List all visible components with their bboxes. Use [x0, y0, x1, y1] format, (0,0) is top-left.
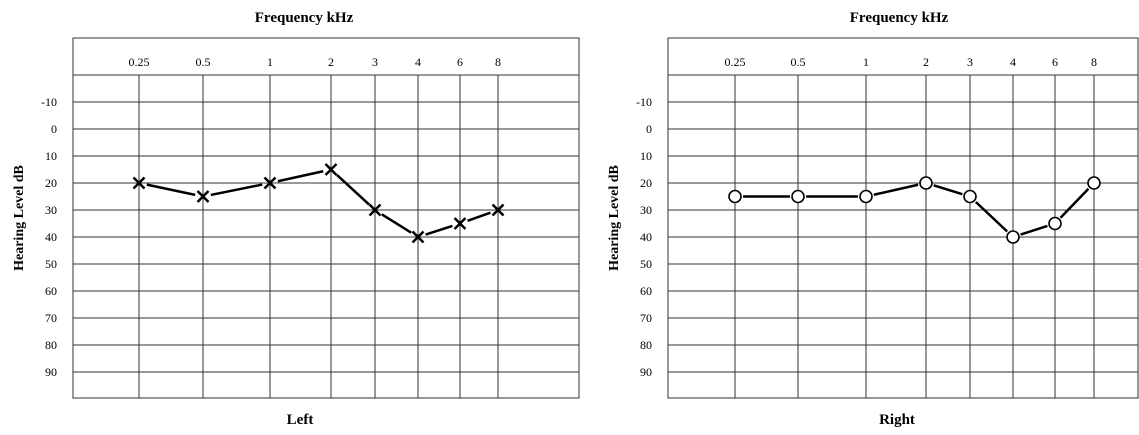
right-data-point-circle	[859, 189, 873, 204]
left-x-tick-label: 2	[328, 55, 334, 69]
left-chart-ylabel: Hearing Level dB	[12, 165, 27, 271]
left-y-tick-label: 60	[45, 284, 57, 298]
right-x-tick-label: 4	[1010, 55, 1016, 69]
right-data-point-circle	[1087, 176, 1101, 190]
left-y-tick-label: 10	[45, 149, 57, 163]
left-audiogram-plot: -10 0 10 20 30 40 50 60 70 80 90 0.25 0.5 1 2 3 4 6 8	[41, 37, 580, 399]
right-y-tick-label: 70	[640, 311, 652, 325]
right-series-segment	[1020, 224, 1048, 236]
right-series-segment	[974, 201, 1009, 233]
left-chart-title: Frequency kHz	[255, 10, 354, 26]
right-chart-xlabel: Right	[879, 412, 915, 428]
right-data-point-circle	[791, 189, 805, 204]
x-marker-stroke	[411, 230, 425, 244]
left-x-tick-label: 0.5	[196, 55, 211, 69]
left-chart-xlabel: Left	[287, 412, 314, 428]
left-data-point-x	[453, 217, 467, 230]
left-data-point-x	[324, 163, 338, 176]
right-series-segment	[873, 183, 919, 196]
x-marker-stroke	[491, 203, 505, 217]
left-x-tick-label: 3	[372, 55, 378, 69]
left-y-tick-label: 70	[45, 311, 57, 325]
right-data-point-circle	[963, 189, 977, 204]
right-x-tick-label: 2	[923, 55, 929, 69]
right-chart-title: Frequency kHz	[850, 10, 949, 26]
right-audiogram-plot: -10 0 10 20 30 40 50 60 70 80 90 0.25 0.5 1 2 3 4 6 8	[636, 37, 1139, 399]
right-data-point-circle	[1048, 216, 1062, 231]
right-y-tick-label: 10	[640, 149, 652, 163]
left-series-segment	[146, 183, 196, 197]
left-y-tick-label: 40	[45, 230, 57, 244]
x-marker-stroke	[263, 176, 277, 190]
left-series-segment	[210, 183, 263, 197]
right-y-tick-label: 90	[640, 365, 652, 379]
x-marker-stroke	[196, 190, 210, 203]
right-y-tick-label: 50	[640, 257, 652, 271]
right-y-tick-label: 80	[640, 338, 652, 352]
right-y-tick-label: -10	[636, 95, 652, 109]
left-series-segment	[381, 213, 412, 234]
left-x-tick-label: 1	[267, 55, 273, 69]
x-marker-stroke	[324, 163, 338, 176]
right-data-point-circle	[919, 176, 933, 190]
left-series-segment	[425, 224, 453, 236]
right-series-segment	[1059, 187, 1090, 219]
left-y-tick-label: 90	[45, 365, 57, 379]
right-data-point-circle	[728, 189, 742, 204]
left-x-tick-label: 0.25	[129, 55, 150, 69]
left-y-tick-label: 80	[45, 338, 57, 352]
right-y-tick-label: 20	[640, 176, 652, 190]
left-series-segment	[467, 211, 491, 222]
left-x-tick-label: 6	[457, 55, 463, 69]
left-series-segment	[336, 173, 370, 206]
left-data-point-x	[196, 190, 210, 203]
left-x-tick-label: 4	[415, 55, 421, 69]
x-marker-stroke	[132, 176, 146, 190]
left-y-tick-label: 30	[45, 203, 57, 217]
right-y-tick-label: 0	[646, 122, 652, 136]
left-data-point-x	[411, 230, 425, 244]
right-x-tick-label: 0.25	[725, 55, 746, 69]
left-series-segment	[277, 170, 324, 183]
right-plot-frame	[667, 37, 1139, 399]
left-plot-frame	[72, 37, 580, 399]
right-x-tick-label: 1	[863, 55, 869, 69]
right-series-segment	[933, 184, 963, 196]
left-data-point-x	[368, 203, 382, 217]
right-x-tick-label: 3	[967, 55, 973, 69]
x-marker-stroke	[368, 203, 382, 217]
right-y-tick-label: 30	[640, 203, 652, 217]
right-data-point-circle	[1006, 230, 1020, 244]
right-y-tick-label: 60	[640, 284, 652, 298]
right-chart-ylabel: Hearing Level dB	[607, 165, 622, 271]
left-data-point-x	[132, 176, 146, 190]
right-y-tick-label: 40	[640, 230, 652, 244]
left-y-tick-label: 50	[45, 257, 57, 271]
left-data-point-x	[491, 203, 505, 217]
left-x-tick-label: 8	[495, 55, 501, 69]
right-x-tick-label: 8	[1091, 55, 1097, 69]
x-marker-stroke	[453, 217, 467, 230]
left-y-tick-label: -10	[41, 95, 57, 109]
right-x-tick-label: 6	[1052, 55, 1058, 69]
left-data-point-x	[263, 176, 277, 190]
left-y-tick-label: 0	[51, 122, 57, 136]
right-x-tick-label: 0.5	[791, 55, 806, 69]
left-y-tick-label: 20	[45, 176, 57, 190]
